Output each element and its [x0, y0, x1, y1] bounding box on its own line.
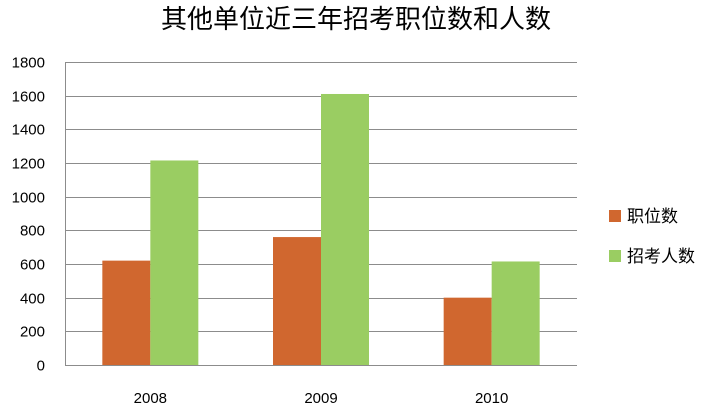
x-tick-label: 2008 [134, 390, 167, 407]
y-tick-label: 0 [37, 358, 45, 375]
x-tick-label: 2010 [475, 390, 508, 407]
bar [491, 261, 540, 365]
y-tick-label: 400 [20, 291, 45, 308]
bar [443, 297, 492, 365]
legend-label: 招考人数 [627, 247, 695, 267]
legend-swatch [609, 210, 621, 222]
y-tick-label: 1600 [12, 89, 45, 106]
y-tick-label: 200 [20, 324, 45, 341]
bar [150, 160, 199, 365]
x-axis-tick-labels: 2008 2009 2010 [134, 390, 509, 407]
chart-title: 其他单位近三年招考职位数和人数 [161, 5, 551, 35]
legend-label: 职位数 [627, 207, 678, 227]
bar [273, 237, 321, 365]
y-tick-label: 1000 [12, 190, 45, 207]
bar [102, 260, 151, 365]
y-axis-tick-labels: 0 200 400 600 800 1000 1200 1400 1600 1800 [12, 55, 45, 375]
bars [102, 93, 540, 365]
y-tick-label: 1400 [12, 122, 45, 139]
y-tick-label: 600 [20, 257, 45, 274]
y-tick-label: 1200 [12, 156, 45, 173]
bar [321, 93, 369, 365]
y-tick-label: 800 [20, 223, 45, 240]
legend-swatch [609, 250, 621, 262]
x-tick-label: 2009 [304, 390, 337, 407]
y-tick-label: 1800 [12, 55, 45, 72]
